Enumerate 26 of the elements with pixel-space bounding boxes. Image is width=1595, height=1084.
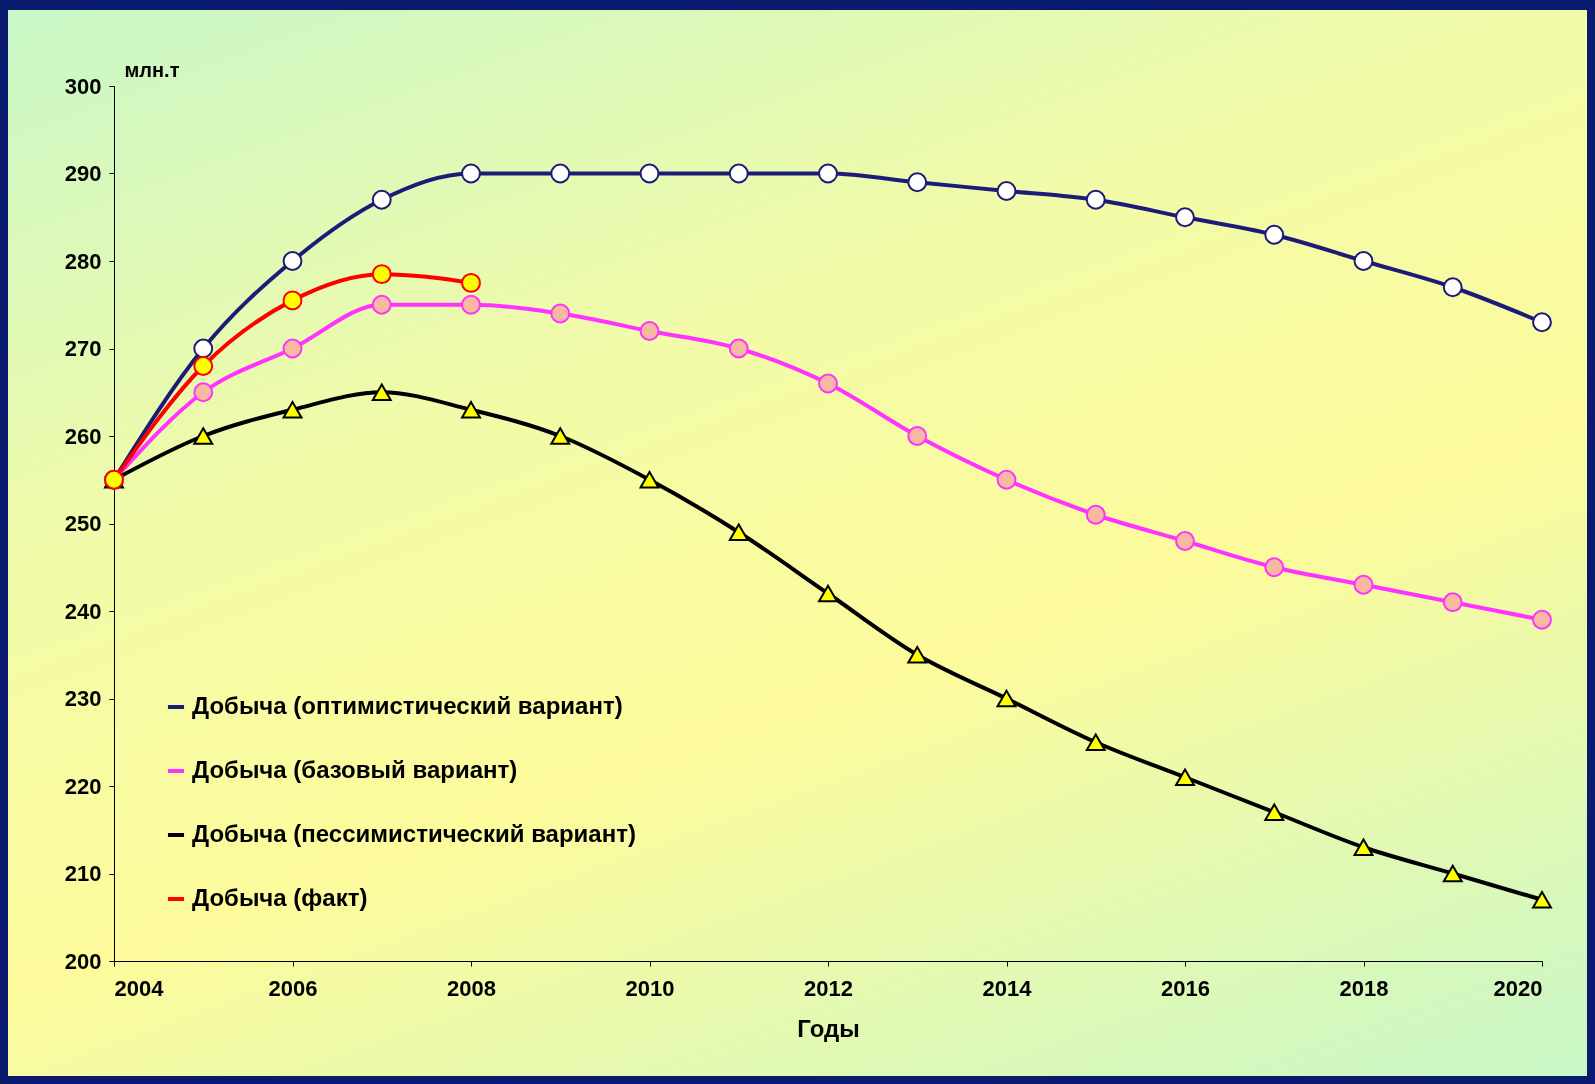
y-axis-title: млн.т [124, 58, 180, 81]
y-tick-label: 300 [64, 73, 102, 99]
legend-label: Добыча (базовый вариант) [192, 756, 518, 783]
y-tick-label: 220 [64, 773, 102, 799]
x-tick-label: 2008 [447, 975, 496, 1001]
x-tick-label: 2014 [982, 975, 1033, 1001]
x-tick-label: 2012 [804, 975, 853, 1001]
y-tick-label: 270 [64, 336, 102, 361]
x-tick-label: 2020 [1493, 975, 1543, 1001]
x-tick-label: 2004 [114, 975, 165, 1001]
y-tick-label: 290 [64, 161, 102, 186]
y-tick-label: 250 [64, 511, 102, 536]
legend-label: Добыча (факт) [192, 884, 368, 911]
x-tick-label: 2010 [625, 975, 675, 1001]
x-axis-title: Годы [797, 1014, 860, 1042]
x-tick-label: 2018 [1339, 975, 1389, 1001]
y-tick-label: 200 [64, 948, 102, 974]
y-tick-label: 260 [64, 423, 102, 449]
y-tick-label: 280 [64, 248, 102, 274]
y-tick-label: 240 [64, 598, 102, 624]
legend-label: Добыча (оптимистический вариант) [192, 692, 623, 719]
x-tick-label: 2006 [268, 975, 318, 1001]
legend-label: Добыча (пессимистический вариант) [192, 820, 636, 847]
x-tick-label: 2016 [1161, 975, 1210, 1001]
y-tick-label: 230 [64, 686, 102, 711]
y-tick-label: 210 [64, 861, 102, 886]
